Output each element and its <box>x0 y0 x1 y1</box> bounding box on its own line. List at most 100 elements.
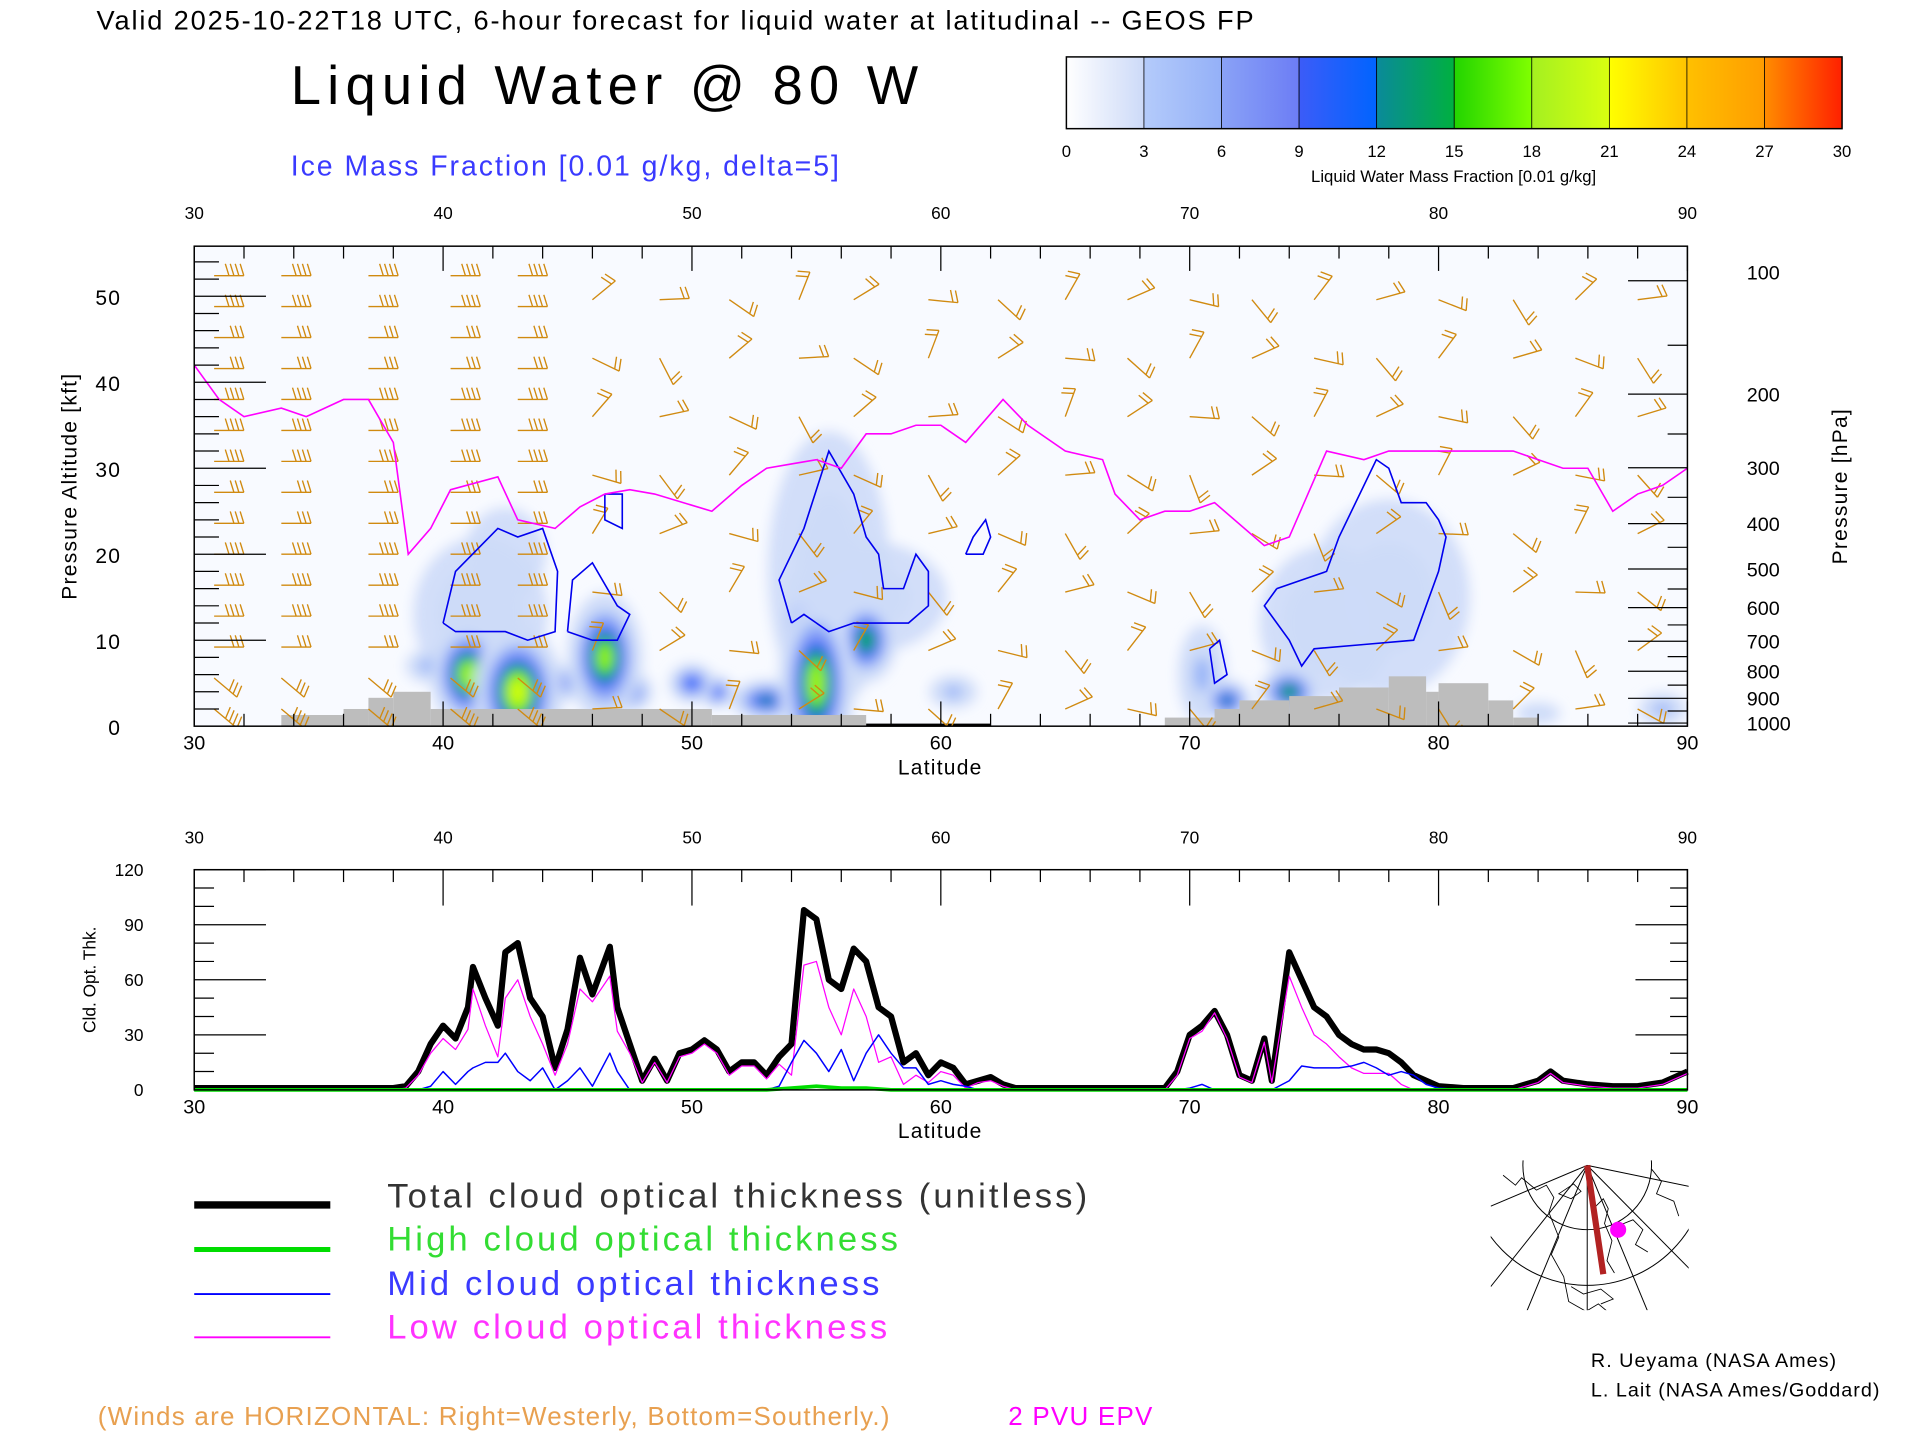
wind-barb <box>592 469 622 485</box>
wind-barb <box>517 604 549 617</box>
wind-barb-feather <box>675 626 686 636</box>
wind-barb-feather <box>1519 685 1532 693</box>
wind-barb <box>1064 650 1092 674</box>
wind-barb-feather <box>239 449 245 462</box>
wind-barb-feather <box>533 480 539 493</box>
colorbar-tick-label: 0 <box>1062 142 1071 161</box>
colorbar-segment <box>1608 56 1688 130</box>
wind-barb-shaft <box>1512 416 1534 440</box>
x-tick-label-top: 70 <box>1180 828 1199 848</box>
y-tick-label: 120 <box>115 860 144 880</box>
wind-barb <box>1375 623 1399 652</box>
wind-barb-feather <box>528 542 534 555</box>
wind-barb-feather <box>538 542 544 555</box>
wind-barb-feather <box>301 573 307 586</box>
wind-barb <box>997 679 1014 710</box>
wind-barb-shaft <box>1127 591 1156 605</box>
y-tick-label: 60 <box>124 970 143 990</box>
x-tick-label-top: 50 <box>682 828 701 848</box>
wind-barb-feather <box>670 371 681 381</box>
wind-barb-feather <box>617 695 623 708</box>
wind-barb-feather <box>950 515 958 527</box>
wind-barb-feather <box>614 582 618 596</box>
wind-barb-shaft <box>367 677 392 698</box>
wind-barb-feather <box>1465 410 1469 423</box>
wind-barb-feather <box>674 514 684 525</box>
wind-barb-shaft <box>1126 626 1147 651</box>
liquid-water-cell <box>944 686 962 698</box>
wind-barb <box>1313 690 1344 710</box>
wind-barb-feather <box>383 542 389 555</box>
wind-barb-feather <box>1210 406 1216 419</box>
wind-barb-feather <box>388 418 394 431</box>
wind-barb-feather <box>1025 645 1028 658</box>
terrain-block <box>430 708 712 727</box>
wind-barb-feather <box>296 294 302 307</box>
mid-optical-thickness-line <box>194 1034 1688 1091</box>
wind-barb <box>1127 392 1153 418</box>
wind-barb-feather <box>810 687 821 697</box>
wind-barb <box>517 449 549 463</box>
wind-barb-feather <box>393 635 399 648</box>
wind-barb-feather <box>1146 278 1156 289</box>
wind-barb-feather <box>533 418 539 431</box>
wind-barb-feather <box>1211 720 1217 727</box>
wind-barb-feather <box>229 573 235 586</box>
wind-barb-feather <box>466 573 472 586</box>
wind-barb-feather <box>1315 387 1329 392</box>
wind-barb-feather <box>865 390 877 398</box>
wind-barb-feather <box>1538 653 1543 666</box>
wind-barb-feather <box>1597 354 1601 368</box>
wind-barb-feather <box>753 304 759 317</box>
pressure-tick-label: 100 <box>1747 263 1780 285</box>
wind-barb-feather <box>813 572 823 584</box>
wind-barb-feather <box>383 356 389 369</box>
wind-barb-feather <box>1465 298 1468 311</box>
wind-barb <box>1376 281 1406 301</box>
wind-barb-feather <box>470 356 476 369</box>
wind-barb-feather <box>860 505 873 512</box>
wind-barb-feather <box>682 399 690 411</box>
wind-barb <box>927 474 952 502</box>
wind-barb <box>450 635 481 648</box>
wind-barb <box>928 515 958 535</box>
main-title: Liquid Water @ 80 W <box>291 55 925 116</box>
wind-barb <box>1438 329 1457 359</box>
wind-barb-feather <box>291 387 297 400</box>
y-tick-label: 0 <box>108 717 121 740</box>
ice-contour <box>778 449 930 633</box>
wind-barb-shaft <box>728 299 755 318</box>
wind-barb <box>368 635 399 648</box>
wind-barb-feather <box>924 333 938 336</box>
wind-barb-feather <box>926 328 939 332</box>
wind-barb-feather <box>1145 363 1152 375</box>
wind-barb-feather <box>1389 396 1400 407</box>
wind-barb-feather <box>306 418 312 431</box>
x-tick-label-bottom: 30 <box>183 733 205 755</box>
wind-barb-feather <box>239 604 245 617</box>
wind-barb-shaft <box>1375 474 1400 495</box>
wind-barb <box>517 294 549 308</box>
terrain-block <box>711 715 867 727</box>
wind-barb-feather <box>1460 296 1464 309</box>
wind-barb-feather <box>306 480 312 493</box>
y-axis-label: Pressure Altitude [kft] <box>59 373 82 600</box>
wind-barb <box>1127 506 1150 535</box>
wind-barb <box>1637 284 1668 301</box>
wind-barb-feather <box>820 659 827 671</box>
wind-barb-feather <box>465 679 472 692</box>
wind-barb-feather <box>1585 272 1597 280</box>
wind-barb <box>1251 336 1280 359</box>
ice-contour <box>604 493 624 530</box>
x-tick-label-top: 60 <box>931 828 950 848</box>
wind-barb-feather <box>1335 464 1340 477</box>
wind-barb-feather <box>475 325 481 338</box>
wind-barb-feather <box>1398 705 1401 718</box>
wind-barb-feather <box>1652 373 1663 384</box>
wind-barb-feather <box>1598 693 1606 706</box>
wind-barb-feather <box>306 387 312 400</box>
wind-barb-feather <box>528 573 534 586</box>
wind-barb-feather <box>378 294 384 307</box>
terrain-block <box>1388 676 1427 727</box>
wind-barb-feather <box>751 414 755 428</box>
